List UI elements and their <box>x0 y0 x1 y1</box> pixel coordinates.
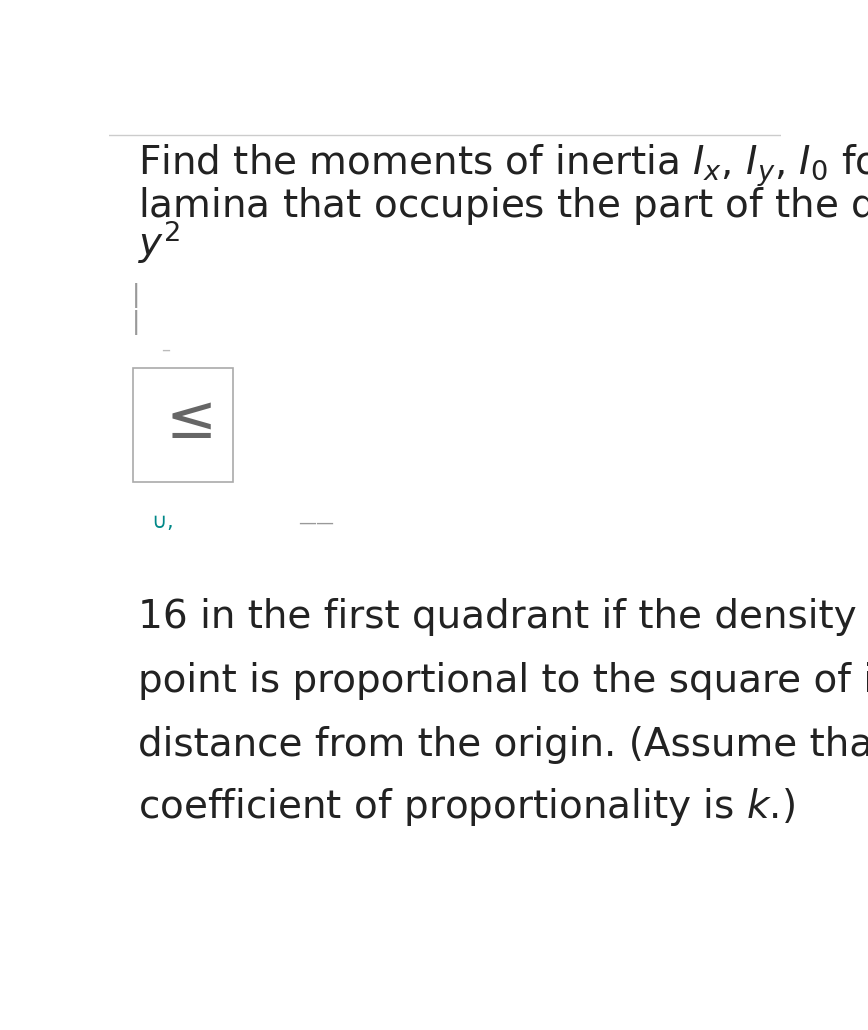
Text: coefficient of proportionality is $k$.): coefficient of proportionality is $k$.) <box>138 786 795 828</box>
Text: lamina that occupies the part of the disk $x^2$ +: lamina that occupies the part of the dis… <box>138 180 868 228</box>
Text: $\leq$: $\leq$ <box>154 392 213 451</box>
Text: 16 in the first quadrant if the density at any: 16 in the first quadrant if the density … <box>138 598 868 637</box>
Text: |: | <box>132 310 140 336</box>
FancyBboxPatch shape <box>134 368 233 482</box>
Text: $y^2$: $y^2$ <box>138 218 181 266</box>
Text: distance from the origin. (Assume that the: distance from the origin. (Assume that t… <box>138 726 868 764</box>
Text: ——: —— <box>299 514 334 531</box>
Text: Find the moments of inertia $I_x$, $I_y$, $I_0$ for a: Find the moments of inertia $I_x$, $I_y$… <box>138 142 868 190</box>
Text: point is proportional to the square of its: point is proportional to the square of i… <box>138 662 868 700</box>
Text: –: – <box>161 341 170 358</box>
Text: |: | <box>132 283 140 308</box>
Text: $\cup$,: $\cup$, <box>151 512 173 531</box>
